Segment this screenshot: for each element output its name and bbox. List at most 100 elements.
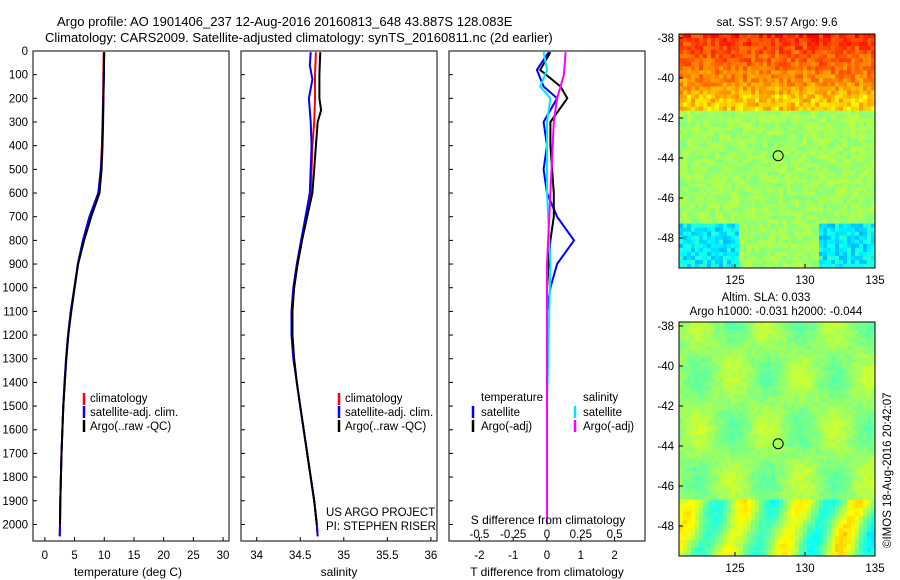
heatmap-cell: [783, 459, 788, 464]
heatmap-cell: [783, 146, 788, 152]
heatmap-cell: [687, 430, 692, 436]
heatmap-cell: [819, 70, 824, 75]
heatmap-cell: [763, 358, 768, 363]
heatmap-cell: [727, 167, 732, 172]
heatmap-cell: [823, 78, 828, 83]
heatmap-cell: [807, 370, 812, 375]
heatmap-cell: [863, 34, 868, 39]
heatmap-cell: [739, 102, 744, 108]
heatmap-cell: [815, 195, 820, 200]
heatmap-cell: [811, 418, 816, 424]
heatmap-cell: [715, 402, 720, 408]
heatmap-cell: [751, 183, 756, 188]
heatmap-cell: [851, 207, 856, 212]
heatmap-cell: [851, 86, 856, 91]
heatmap-cell: [747, 90, 752, 95]
heatmap-cell: [855, 70, 860, 75]
heatmap-cell: [691, 110, 696, 116]
heatmap-cell: [871, 78, 876, 83]
heatmap-cell: [795, 354, 800, 359]
heatmap-cell: [871, 406, 876, 412]
heatmap-cell: [723, 463, 728, 468]
heatmap-cell: [827, 46, 832, 51]
heatmap-cell: [699, 354, 704, 359]
heatmap-cell: [715, 223, 720, 229]
heatmap-cell: [863, 175, 868, 180]
heatmap-cell: [687, 451, 692, 456]
heatmap-cell: [747, 422, 752, 428]
heatmap-cell: [767, 70, 772, 75]
heatmap-cell: [871, 74, 876, 79]
heatmap-cell: [783, 175, 788, 180]
heatmap-cell: [695, 430, 700, 436]
heatmap-cell: [771, 370, 776, 375]
heatmap-cell: [715, 426, 720, 432]
heatmap-cell: [795, 94, 800, 99]
heatmap-cell: [815, 90, 820, 95]
heatmap-cell: [843, 394, 848, 400]
heatmap-cell: [719, 50, 724, 55]
heatmap-cell: [863, 398, 868, 404]
heatmap-cell: [863, 199, 868, 204]
heatmap-cell: [787, 195, 792, 200]
heatmap-cell: [703, 398, 708, 404]
heatmap-cell: [763, 219, 768, 225]
heatmap-cell: [831, 406, 836, 412]
heatmap-cell: [731, 106, 736, 112]
heatmap-cell: [851, 382, 856, 387]
heatmap-cell: [831, 350, 836, 355]
heatmap-cell: [851, 467, 856, 472]
heatmap-cell: [711, 410, 716, 416]
heatmap-cell: [679, 467, 684, 472]
heatmap-cell: [815, 163, 820, 168]
heatmap-cell: [827, 239, 832, 245]
heatmap-cell: [743, 378, 748, 383]
heatmap-cell: [759, 334, 764, 339]
heatmap-cell: [823, 211, 828, 216]
heatmap-cell: [771, 94, 776, 99]
heatmap-cell: [711, 50, 716, 55]
heatmap-cell: [683, 406, 688, 412]
heatmap-cell: [679, 171, 684, 176]
heatmap-cell: [803, 350, 808, 355]
heatmap-cell: [799, 451, 804, 456]
heatmap-cell: [871, 175, 876, 180]
heatmap-cell: [711, 207, 716, 212]
heatmap-cell: [711, 443, 716, 448]
heatmap-cell: [819, 402, 824, 408]
heatmap-cell: [851, 146, 856, 152]
heatmap-cell: [735, 382, 740, 387]
heatmap-cell: [699, 358, 704, 363]
heatmap-cell: [743, 207, 748, 212]
heatmap-cell: [843, 451, 848, 456]
heatmap-cell: [827, 78, 832, 83]
heatmap-cell: [735, 342, 740, 347]
legend-s-satellite-label: satellite: [583, 407, 622, 419]
heatmap-cell: [815, 251, 820, 257]
heatmap-cell: [771, 463, 776, 468]
heatmap-cell: [863, 342, 868, 347]
heatmap-cell: [791, 366, 796, 371]
heatmap-cell: [783, 126, 788, 132]
heatmap-cell: [695, 358, 700, 363]
heatmap-cell: [807, 50, 812, 55]
heatmap-cell: [755, 146, 760, 152]
heatmap-cell: [811, 455, 816, 460]
heatmap-cell: [863, 183, 868, 188]
heatmap-cell: [683, 471, 688, 476]
heatmap-cell: [731, 130, 736, 136]
heatmap-cell: [819, 338, 824, 343]
heatmap-cell: [743, 66, 748, 71]
heatmap-cell: [767, 459, 772, 464]
heatmap-cell: [755, 114, 760, 120]
heatmap-cell: [811, 58, 816, 63]
heatmap-cell: [839, 90, 844, 95]
heatmap-cell: [795, 130, 800, 136]
heatmap-cell: [771, 390, 776, 396]
heatmap-cell: [755, 175, 760, 180]
map-y-tick-label: -38: [657, 33, 674, 45]
heatmap-cell: [751, 459, 756, 464]
heatmap-cell: [811, 74, 816, 79]
heatmap-cell: [807, 175, 812, 180]
heatmap-cell: [823, 146, 828, 152]
